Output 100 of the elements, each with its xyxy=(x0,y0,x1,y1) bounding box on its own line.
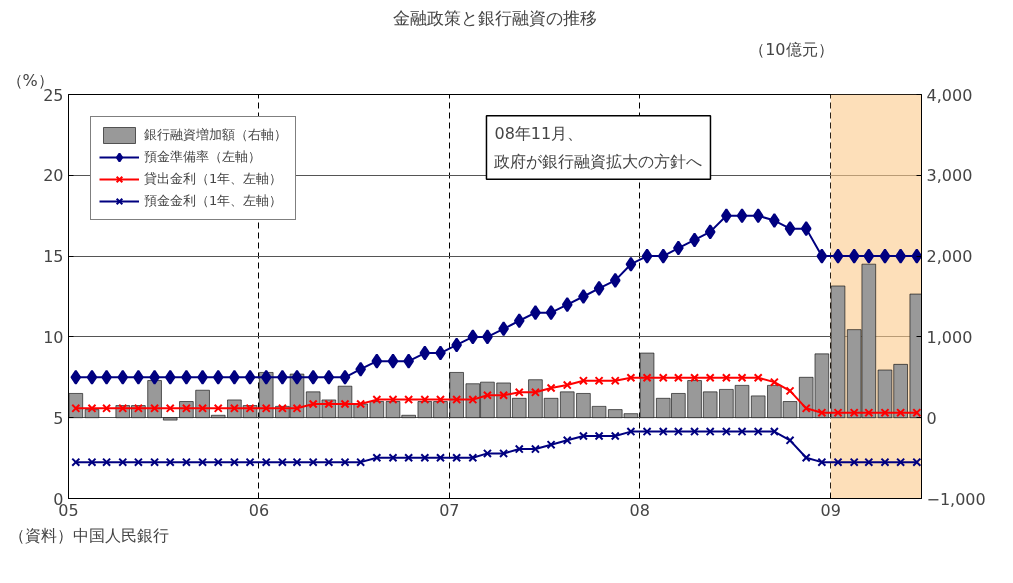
point xyxy=(690,427,700,437)
point xyxy=(833,457,843,467)
point xyxy=(546,383,556,393)
y-tick-label: 20 xyxy=(43,166,64,186)
point xyxy=(356,457,366,467)
point xyxy=(594,376,604,386)
point xyxy=(308,457,318,467)
point xyxy=(70,369,82,385)
point xyxy=(102,457,112,467)
x-tick-label: 06 xyxy=(248,500,270,520)
text: （資料）中国人民銀行 xyxy=(8,525,169,545)
point xyxy=(896,457,906,467)
point xyxy=(752,208,764,224)
point xyxy=(610,431,620,441)
point xyxy=(721,373,731,383)
point xyxy=(371,353,383,369)
chart-title: 金融政策と銀行融資の推移 xyxy=(393,7,597,28)
point xyxy=(721,427,731,437)
point xyxy=(658,373,668,383)
point xyxy=(562,435,572,445)
point xyxy=(499,448,509,458)
point xyxy=(452,395,462,405)
point xyxy=(292,457,302,467)
point xyxy=(800,221,812,237)
point xyxy=(435,453,446,463)
point xyxy=(880,457,890,467)
point xyxy=(420,395,430,405)
point xyxy=(164,369,176,385)
point xyxy=(150,403,160,413)
point xyxy=(562,380,572,390)
point xyxy=(848,248,860,264)
point xyxy=(530,387,540,397)
point xyxy=(213,403,223,413)
point xyxy=(229,457,239,467)
point xyxy=(323,369,335,385)
point xyxy=(198,457,208,467)
point xyxy=(642,373,652,383)
point xyxy=(388,395,398,405)
point xyxy=(212,369,224,385)
point xyxy=(833,408,843,418)
point xyxy=(594,431,604,441)
point xyxy=(530,444,540,454)
point xyxy=(133,457,143,467)
point xyxy=(705,373,715,383)
y2-tick-label: 2,000 xyxy=(926,247,973,267)
point xyxy=(307,369,319,385)
point xyxy=(849,408,859,418)
point xyxy=(704,224,716,240)
point xyxy=(387,353,399,369)
point xyxy=(625,256,637,272)
point xyxy=(642,427,652,437)
point xyxy=(87,403,97,413)
y2-tick-label: 3,000 xyxy=(926,166,973,186)
point xyxy=(785,386,795,396)
point xyxy=(213,457,223,467)
point xyxy=(879,248,891,264)
point xyxy=(244,369,256,385)
point xyxy=(816,248,828,264)
point xyxy=(896,408,906,418)
point xyxy=(404,395,414,405)
point xyxy=(817,457,827,467)
point xyxy=(705,427,715,437)
point xyxy=(769,377,779,387)
point xyxy=(388,453,398,463)
point xyxy=(118,457,128,467)
point xyxy=(832,248,844,264)
point xyxy=(260,369,272,385)
y2-tick-label: 4,000 xyxy=(926,85,973,105)
point xyxy=(658,427,668,437)
point xyxy=(467,329,479,345)
point xyxy=(102,403,112,413)
point xyxy=(849,457,859,467)
y-tick-label: 15 xyxy=(43,247,64,267)
legend-label: 貸出金利（1年、左軸） xyxy=(144,170,283,188)
point xyxy=(546,440,556,450)
point xyxy=(499,390,509,400)
point xyxy=(912,457,922,467)
point xyxy=(912,408,922,418)
point xyxy=(593,280,605,296)
point xyxy=(514,387,524,397)
point xyxy=(753,373,763,383)
point xyxy=(578,376,588,386)
x-tick-label: 07 xyxy=(439,500,460,520)
point xyxy=(609,272,621,288)
y-tick-label: 10 xyxy=(43,327,64,347)
point xyxy=(801,453,811,463)
point xyxy=(420,453,430,463)
point xyxy=(71,457,81,467)
point xyxy=(340,457,350,467)
point xyxy=(482,448,492,458)
point xyxy=(245,457,255,467)
point xyxy=(690,373,700,383)
point xyxy=(419,345,431,361)
point xyxy=(657,248,669,264)
point xyxy=(737,373,747,383)
point xyxy=(801,403,811,413)
legend-label: 預金金利（1年、左軸） xyxy=(144,192,283,210)
point xyxy=(324,457,334,467)
y2-tick-label: −1,000 xyxy=(926,489,986,509)
point xyxy=(404,453,414,463)
